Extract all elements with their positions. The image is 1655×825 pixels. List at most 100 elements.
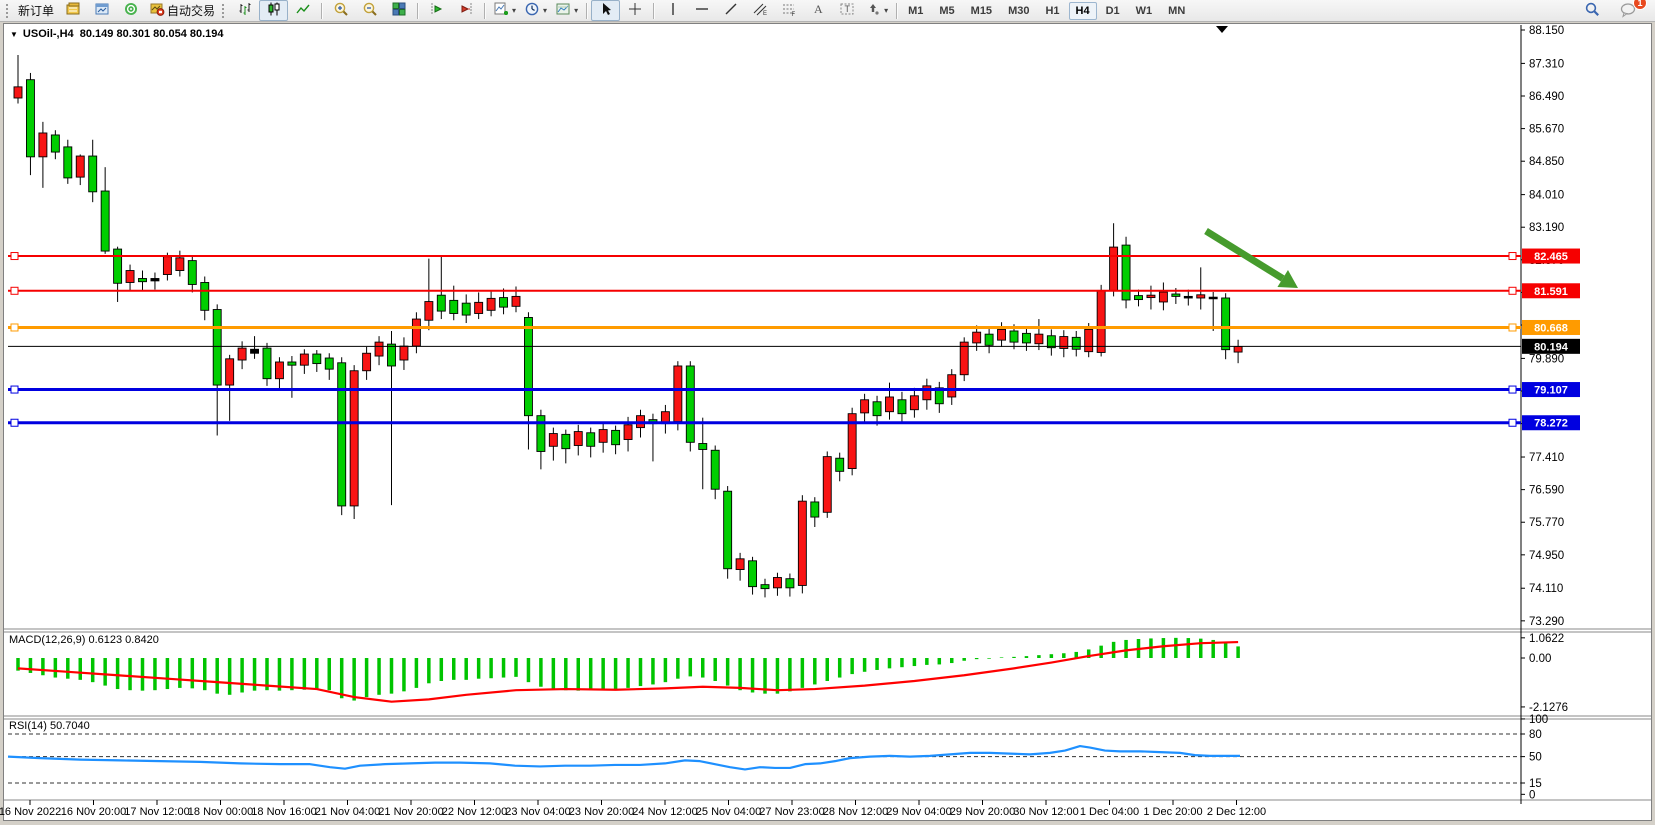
timeframe-button-M30[interactable]: M30 <box>1008 4 1030 17</box>
tile-windows-button[interactable] <box>384 0 413 21</box>
timeframe-button-D1[interactable]: D1 <box>1105 4 1120 17</box>
main-toolbar: 新订单 自动交易 ▾ ▾ <box>0 0 1655 22</box>
time-axis-label: 21 Nov 04:00 <box>315 806 380 818</box>
trendline-button[interactable] <box>716 0 745 21</box>
equidistant-channel-button[interactable]: E <box>745 0 774 21</box>
text-button[interactable]: A <box>803 0 832 21</box>
text-label-button[interactable]: T <box>832 0 861 21</box>
candlestick-chart-button[interactable] <box>259 0 289 21</box>
symbol-info-line[interactable]: ▼ USOil-,H4 80.149 80.301 80.054 80.194 <box>10 28 224 40</box>
horizontal-line-button[interactable] <box>687 0 716 21</box>
line-handle[interactable] <box>1508 252 1517 261</box>
rsi-tick-label: 50 <box>1529 752 1542 764</box>
time-axis-label: 16 N0v 20:00 <box>61 806 126 818</box>
rsi-line <box>7 744 1240 771</box>
text-icon: A <box>810 1 826 20</box>
timeframe-button-M5[interactable]: M5 <box>939 4 955 17</box>
timeframe-button-H4[interactable]: H4 <box>1068 1 1097 20</box>
zoom-in-button[interactable] <box>326 0 355 21</box>
timeframe-button-M1[interactable]: M1 <box>908 4 924 17</box>
timeframe-button-W1[interactable]: W1 <box>1135 4 1153 17</box>
zoom-out-icon <box>362 1 378 20</box>
auto-trading-button[interactable]: 自动交易 <box>145 0 219 21</box>
community-icon <box>123 1 139 20</box>
line-handle[interactable] <box>10 418 19 427</box>
svg-text:T: T <box>844 4 850 14</box>
macd-tick-label: -2.1276 <box>1529 702 1568 714</box>
bar-chart-button[interactable] <box>230 0 259 21</box>
periods-button[interactable]: ▾ <box>520 0 551 21</box>
price-tick-label: 76.590 <box>1529 485 1564 497</box>
svg-text:F: F <box>791 12 795 17</box>
vertical-line-button[interactable] <box>658 0 687 21</box>
toolbar-separator <box>896 2 898 19</box>
fibonacci-button[interactable]: F <box>774 0 803 21</box>
zoom-out-button[interactable] <box>355 0 384 21</box>
timeframe-button-H1[interactable]: H1 <box>1045 4 1060 17</box>
time-axis-label: 23 Nov 20:00 <box>569 806 634 818</box>
trend-arrow[interactable] <box>1204 228 1298 288</box>
time-axis-label: 21 Nov 20:00 <box>378 806 443 818</box>
price-badge <box>1522 382 1580 398</box>
price-badge <box>1522 319 1580 335</box>
line-handle[interactable] <box>1508 323 1517 332</box>
macd-histogram <box>16 637 1240 701</box>
auto-scroll-button[interactable] <box>451 0 480 21</box>
chevron-down-icon: ▾ <box>574 6 579 15</box>
templates-button[interactable]: ▾ <box>551 0 582 21</box>
time-axis-label: 28 Nov 12:00 <box>823 806 888 818</box>
price-badge <box>1522 338 1580 354</box>
price-tick-label: 74.950 <box>1529 550 1564 562</box>
horizontal-line-80.668[interactable] <box>8 323 1521 332</box>
time-axis-label: 22 Nov 12:00 <box>442 806 507 818</box>
line-chart-button[interactable] <box>288 0 317 21</box>
line-handle[interactable] <box>1508 385 1517 394</box>
symbol-ohlc-text: USOil-,H4 80.149 80.301 80.054 80.194 <box>22 28 224 40</box>
price-tick-label: 74.110 <box>1529 583 1563 595</box>
chart-shift-marker[interactable] <box>1216 26 1228 33</box>
candles[interactable] <box>13 55 1243 598</box>
auto-scroll-icon <box>458 1 474 20</box>
time-axis-label: 29 Nov 20:00 <box>950 806 1015 818</box>
time-axis-label: 18 Nov 16:00 <box>251 806 316 818</box>
line-handle[interactable] <box>10 252 19 261</box>
community-button[interactable] <box>116 0 145 21</box>
search-button[interactable] <box>1578 0 1607 21</box>
rsi-tick-label: 0 <box>1529 789 1535 801</box>
auto-trading-label: 自动交易 <box>167 4 216 18</box>
time-axis-label: 2 Dec 12:00 <box>1207 806 1266 818</box>
line-handle[interactable] <box>10 323 19 332</box>
new-order-icon <box>65 1 81 20</box>
notifications-button[interactable]: 1 <box>1613 0 1647 21</box>
horizontal-line-82.465[interactable] <box>8 252 1521 261</box>
time-axis-label: 25 Nov 04:00 <box>696 806 761 818</box>
line-handle[interactable] <box>1508 286 1517 295</box>
chart-windows-button[interactable] <box>58 0 87 21</box>
timeframe-button-MN[interactable]: MN <box>1168 4 1186 17</box>
horizontal-line-79.107[interactable] <box>8 385 1521 394</box>
horizontal-line-81.591[interactable] <box>8 286 1521 295</box>
timeframe-button-M15[interactable]: M15 <box>970 4 993 17</box>
line-handle[interactable] <box>1508 418 1517 427</box>
chart-shift-button[interactable] <box>422 0 451 21</box>
horizontal-line-78.272[interactable] <box>8 418 1521 427</box>
line-handle[interactable] <box>10 286 19 295</box>
toolbar-right-group: 1 <box>1578 0 1652 21</box>
cursor-button[interactable] <box>591 0 621 21</box>
line-chart-icon <box>295 1 311 20</box>
toolbar-separator <box>653 2 655 19</box>
line-handle[interactable] <box>10 385 19 394</box>
symbol-dropdown-icon[interactable]: ▼ <box>10 29 18 39</box>
price-tick-label: 86.490 <box>1529 91 1564 103</box>
indicators-button[interactable]: ▾ <box>489 0 520 21</box>
arrows-button[interactable]: ▾ <box>861 0 892 21</box>
price-tick-label: 73.290 <box>1529 616 1564 628</box>
price-tick-label: 88.150 <box>1529 25 1564 37</box>
macd-signal-line <box>17 640 1239 703</box>
toolbar-grip <box>6 3 11 18</box>
crosshair-button[interactable] <box>620 0 649 21</box>
toolbar-separator <box>321 2 323 19</box>
new-order-button[interactable]: 新订单 <box>14 0 58 21</box>
market-watch-button[interactable] <box>87 0 116 21</box>
